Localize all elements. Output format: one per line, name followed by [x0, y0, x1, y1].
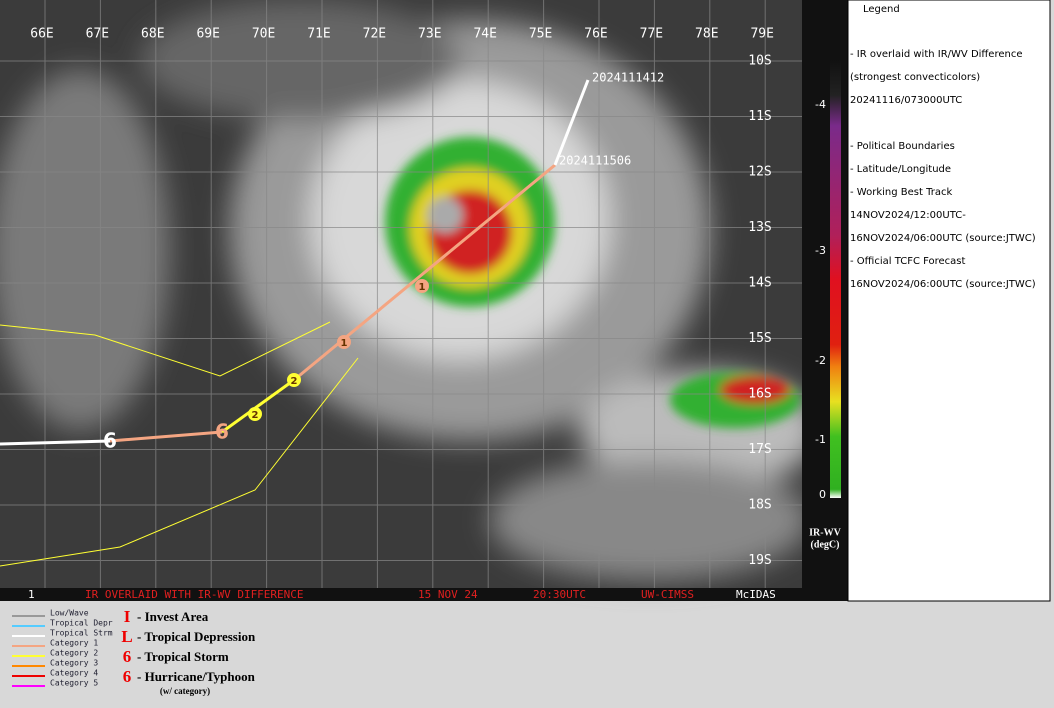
track-marker-label: 1 — [419, 282, 426, 293]
lat-label: 19S — [748, 553, 771, 568]
banner: 1 IR OVERLAID WITH IR-WV DIFFERENCE 15 N… — [28, 588, 776, 601]
legend-lines: - IR overlaid with IR/WV Difference (stro… — [850, 49, 1036, 290]
lon-label: 78E — [695, 27, 718, 42]
symbol-key-label: - Tropical Storm — [137, 649, 229, 664]
symbol-note: (w/ category) — [160, 686, 210, 696]
symbol-icon: 6 — [123, 647, 132, 666]
banner-product: IR OVERLAID WITH IR-WV DIFFERENCE — [85, 588, 304, 601]
symbol-key: I - Invest Area L - Tropical Depression 6 - T… — [121, 607, 256, 686]
lat-label: 11S — [748, 109, 771, 124]
lon-label: 76E — [584, 27, 607, 42]
lat-label: 10S — [748, 54, 771, 69]
satellite-image — [0, 0, 820, 600]
track-marker — [248, 407, 262, 421]
colorbar-ticks: -4 -3 -2 -1 0 — [815, 98, 826, 501]
track-marker — [415, 279, 429, 293]
track-key-label: Category 5 — [50, 679, 98, 688]
lon-label: 73E — [418, 27, 441, 42]
lon-label: 75E — [529, 27, 552, 42]
symbol-icon: I — [124, 607, 131, 626]
map-labels: 66E 67E 68E 69E 70E 71E 72E 73E 74E 75E 76E 77E 78E 7… — [30, 27, 774, 569]
legend-line: - Official TCFC Forecast — [850, 256, 965, 267]
colorbar-tick: 0 — [819, 488, 826, 501]
colorbar-unit: (degC) — [811, 539, 840, 550]
symbol-key-label: - Tropical Depression — [137, 629, 256, 644]
lat-label: 13S — [748, 220, 771, 235]
track-key-label: Low/Wave — [50, 609, 89, 618]
track-key-label: Category 4 — [50, 669, 98, 678]
legend-line: - Working Best Track — [850, 187, 952, 198]
lat-label: 15S — [748, 331, 771, 346]
lon-label: 71E — [307, 27, 330, 42]
lon-label: 77E — [640, 27, 663, 42]
lat-lon-grid — [0, 0, 802, 588]
lon-label: 69E — [196, 27, 219, 42]
track-key-label: Tropical Strm — [50, 629, 113, 638]
lat-label: 14S — [748, 276, 771, 291]
storm-symbol: 6 — [103, 429, 117, 453]
track-key-label: Category 1 — [50, 639, 98, 648]
lat-label: 16S — [748, 387, 771, 402]
track-markers: 6 6 2 2 1 1 — [103, 279, 429, 453]
legend-panel — [847, 0, 1051, 602]
banner-date: 15 NOV 24 — [418, 588, 478, 601]
legend-title: Legend — [863, 4, 900, 15]
forecast-cone — [0, 321, 359, 567]
banner-bg — [0, 588, 802, 601]
track-key-label: Category 2 — [50, 649, 98, 658]
track-marker — [337, 335, 351, 349]
lon-label: 66E — [30, 27, 53, 42]
colorbar-title: IR-WV — [809, 527, 841, 538]
legend-line: 14NOV2024/12:00UTC- — [850, 210, 966, 221]
storm-symbol: 6 — [215, 420, 229, 444]
symbol-icon: 6 — [123, 667, 132, 686]
colorbar-bg — [802, 0, 848, 601]
banner-time: 20:30UTC — [533, 588, 586, 601]
colorbar-tick: -2 — [815, 354, 826, 367]
legend-line: 16NOV2024/06:00UTC (source:JTWC) — [850, 233, 1036, 244]
track-marker-label: 2 — [291, 376, 298, 387]
legend-line: 16NOV2024/06:00UTC (source:JTWC) — [850, 279, 1036, 290]
symbol-icon: L — [121, 627, 132, 646]
legend-line: - Political Boundaries — [850, 141, 955, 152]
lat-label: 17S — [748, 442, 771, 457]
legend-line: (strongest convecticolors) — [850, 72, 980, 83]
banner-system: McIDAS — [736, 588, 776, 601]
symbol-key-label: - Invest Area — [137, 609, 209, 624]
track-key-label: Tropical Depr — [50, 619, 113, 628]
banner-frame: 1 — [28, 588, 35, 601]
track-marker-label: 2 — [252, 410, 259, 421]
legend-line: 20241116/073000UTC — [850, 95, 962, 106]
track-key-label: Category 3 — [50, 659, 98, 668]
colorbar-tick: -1 — [815, 433, 826, 446]
track-label: 2024111412 — [592, 71, 664, 85]
lon-label: 68E — [141, 27, 164, 42]
lat-label: 18S — [748, 498, 771, 513]
lon-label: 79E — [750, 27, 773, 42]
lat-label: 12S — [748, 165, 771, 180]
lon-label: 70E — [252, 27, 275, 42]
track-label: 2024111506 — [559, 154, 631, 168]
track-marker — [287, 373, 301, 387]
lon-label: 74E — [473, 27, 496, 42]
colorbar-tick: -4 — [815, 98, 826, 111]
colorbar — [830, 60, 841, 498]
lon-label: 67E — [86, 27, 109, 42]
legend-line: - IR overlaid with IR/WV Difference — [850, 49, 1023, 60]
symbol-key-label: - Hurricane/Typhoon — [137, 669, 256, 684]
lon-label: 72E — [363, 27, 386, 42]
track-marker-label: 1 — [341, 338, 348, 349]
banner-source: UW-CIMSS — [641, 588, 694, 601]
colorbar-tick: -3 — [815, 244, 826, 257]
legend-line: - Latitude/Longitude — [850, 164, 951, 175]
